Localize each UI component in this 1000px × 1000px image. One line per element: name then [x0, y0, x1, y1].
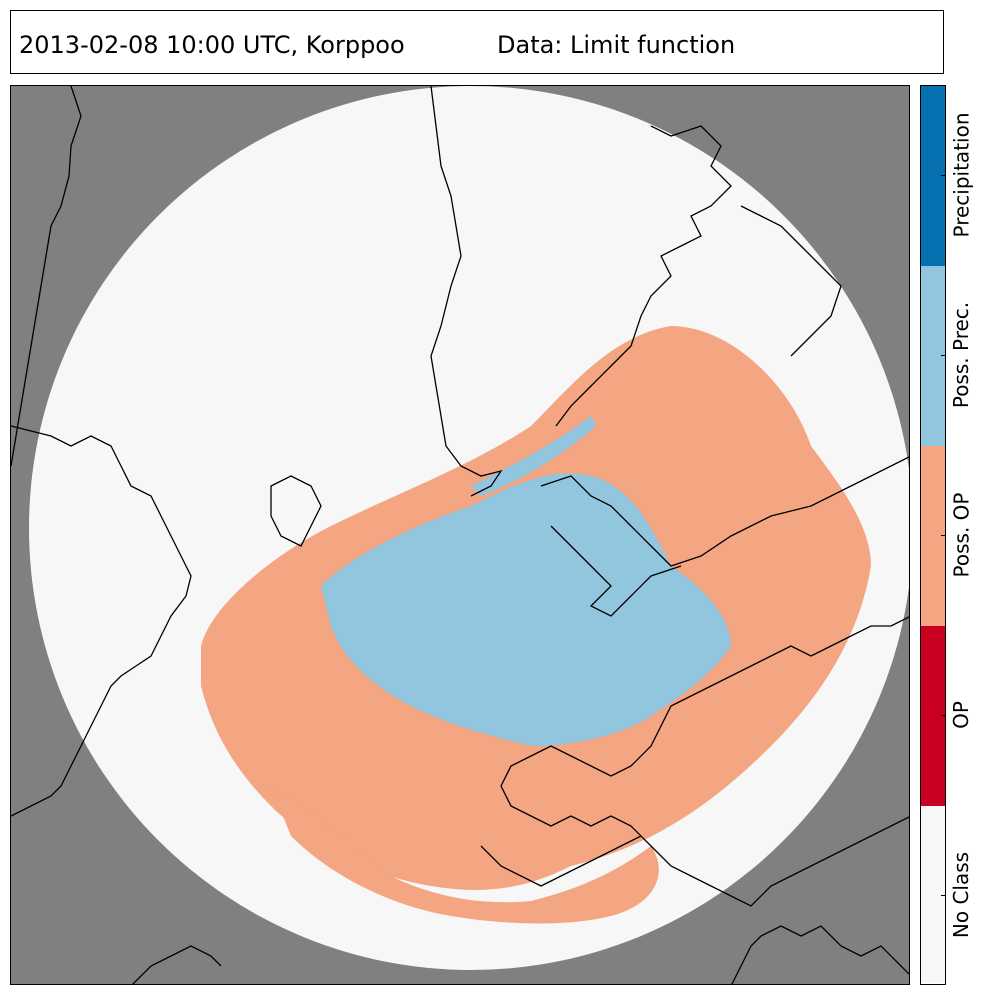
coastline-layer	[11, 86, 909, 984]
legend-colorbar	[920, 85, 946, 985]
coastline-archipelago	[540, 456, 909, 567]
coastline-archipelago-south	[550, 525, 682, 617]
coastline-west-main	[11, 425, 192, 817]
title-box: 2013-02-08 10:00 UTC, Korppoo Data: Limi…	[10, 10, 944, 74]
coastline-northeast	[555, 125, 732, 427]
legend-swatch-no-class	[921, 806, 945, 983]
legend-swatch-poss-op	[921, 446, 945, 626]
legend-label-poss-op: Poss. OP	[949, 492, 974, 578]
radar-map-canvas	[11, 86, 909, 984]
poss-prec-streak	[471, 416, 596, 496]
coastline-north-peninsula	[430, 86, 503, 497]
coastline-south-land	[500, 616, 909, 907]
poss-op-area-south	[271, 786, 659, 924]
data-source-label: Data: Limit function	[497, 31, 736, 59]
legend-swatch-precipitation	[921, 86, 945, 266]
legend-tick	[941, 175, 946, 176]
legend-swatch-op	[921, 626, 945, 806]
coastline-island-west	[270, 475, 322, 547]
legend-tick	[941, 355, 946, 356]
legend-tick	[941, 535, 946, 536]
legend-label-no-class: No Class	[949, 851, 974, 939]
map-title: 2013-02-08 10:00 UTC, Korppoo	[19, 31, 405, 59]
coastline-west	[11, 86, 82, 467]
legend-swatch-poss-prec	[921, 266, 945, 446]
legend-tick	[941, 715, 946, 716]
poss-prec-area	[321, 473, 731, 746]
classification-layer	[201, 326, 871, 924]
legend-label-poss-prec: Poss. Prec.	[949, 301, 974, 409]
coastline-southeast	[731, 925, 909, 984]
legend-label-precipitation: Precipitation	[949, 112, 974, 238]
coastline-southwest	[132, 945, 222, 984]
coastline-south-bay	[480, 835, 642, 887]
legend-tick	[941, 895, 946, 896]
legend-label-op: OP	[949, 701, 973, 729]
radar-map	[10, 85, 910, 985]
coastline-east	[740, 205, 842, 357]
